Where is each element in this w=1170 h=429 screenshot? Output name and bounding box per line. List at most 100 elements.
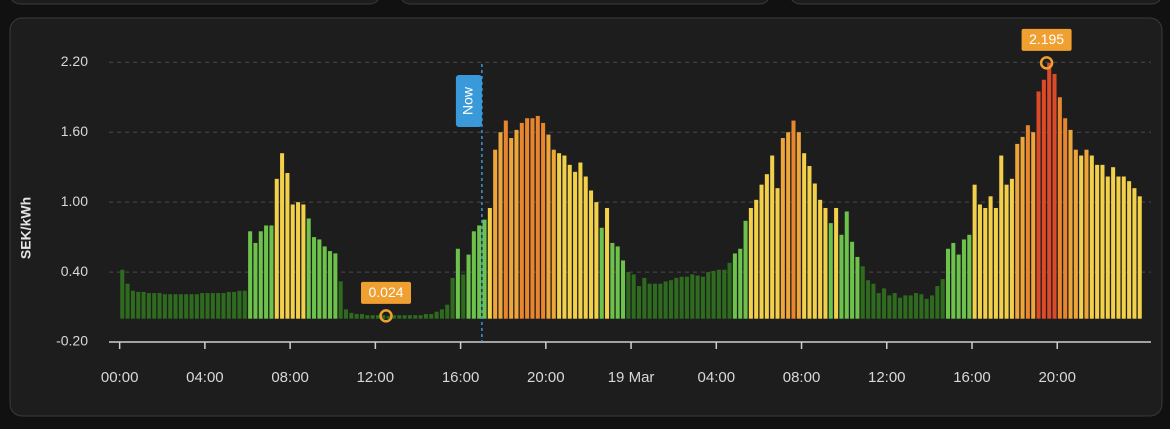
bar <box>951 242 956 319</box>
bar <box>599 227 604 319</box>
bar <box>668 280 673 319</box>
now-label: Now <box>460 86 476 115</box>
bar <box>216 293 221 319</box>
bar <box>146 293 151 319</box>
bar <box>562 155 567 319</box>
bar <box>189 294 194 319</box>
bar <box>306 218 311 319</box>
bar <box>929 295 935 319</box>
bar <box>1036 91 1041 319</box>
annotation-badge <box>1021 28 1072 51</box>
bar <box>924 298 929 319</box>
bar <box>162 294 167 319</box>
bar <box>935 286 940 319</box>
bar <box>280 153 285 319</box>
bar <box>642 277 647 319</box>
bar <box>237 290 242 319</box>
bar <box>839 234 844 319</box>
bar <box>338 281 343 319</box>
bar <box>205 293 210 319</box>
bar <box>381 315 386 319</box>
bar <box>253 242 258 319</box>
bar <box>125 283 130 319</box>
bar <box>184 294 189 319</box>
bar <box>754 199 759 319</box>
bar <box>791 120 796 319</box>
x-tick-label: 04:00 <box>186 369 224 386</box>
bar <box>397 315 402 319</box>
bar <box>589 190 594 319</box>
bar <box>652 283 658 319</box>
bar <box>972 184 977 319</box>
bar <box>700 276 705 319</box>
bar <box>1025 125 1030 319</box>
bar <box>882 288 887 319</box>
bar <box>439 309 444 319</box>
bar <box>1041 79 1046 319</box>
bar <box>898 297 903 319</box>
bar <box>525 118 530 319</box>
bar <box>626 272 631 319</box>
x-tick-label: 20:00 <box>1038 369 1076 386</box>
bar <box>322 246 327 319</box>
bar <box>594 202 599 319</box>
bar <box>274 178 279 319</box>
bar <box>503 120 508 319</box>
bar <box>988 196 993 319</box>
bar <box>455 248 460 319</box>
bar <box>876 293 881 319</box>
bar <box>1063 118 1068 319</box>
bar <box>359 314 365 319</box>
bar <box>871 283 876 319</box>
bar <box>860 266 865 319</box>
bar <box>221 293 226 319</box>
bar <box>658 283 663 319</box>
y-tick-label: 2.20 <box>61 53 88 69</box>
annotation-marker <box>1039 56 1054 70</box>
bar <box>413 315 418 319</box>
bar <box>775 188 780 319</box>
bar <box>557 153 562 319</box>
bar <box>530 118 535 319</box>
bar <box>343 309 349 319</box>
bar <box>130 290 135 319</box>
bar <box>743 220 748 319</box>
x-tick-label: 08:00 <box>271 369 309 386</box>
bar <box>977 204 982 319</box>
bar <box>285 173 290 319</box>
bar <box>887 295 892 319</box>
x-tick-label: 04:00 <box>698 369 736 386</box>
bar <box>482 219 487 319</box>
bar <box>157 293 162 319</box>
x-tick-label: 16:00 <box>442 369 480 386</box>
y-tick-label: 0.40 <box>61 263 88 279</box>
bar <box>812 183 817 319</box>
bar <box>1031 132 1036 319</box>
bar <box>391 315 396 319</box>
bar <box>1079 155 1084 319</box>
card-top <box>791 0 1161 5</box>
bar <box>573 171 578 319</box>
bar <box>780 138 785 319</box>
bar <box>866 280 871 319</box>
bar <box>615 246 620 319</box>
bar <box>1004 184 1009 319</box>
bar <box>674 277 679 319</box>
bar <box>578 162 583 319</box>
bar <box>1127 181 1132 319</box>
bar <box>764 174 769 319</box>
bar <box>1089 155 1094 319</box>
bar <box>546 134 551 319</box>
card-top <box>401 0 769 5</box>
bar <box>1068 129 1073 319</box>
bar <box>194 294 199 319</box>
bar <box>759 184 764 319</box>
bar <box>807 166 812 319</box>
bar <box>375 315 380 319</box>
bar <box>258 231 263 319</box>
bar <box>1020 136 1025 319</box>
bar <box>477 225 482 319</box>
bar <box>583 176 588 319</box>
bar <box>312 237 317 319</box>
